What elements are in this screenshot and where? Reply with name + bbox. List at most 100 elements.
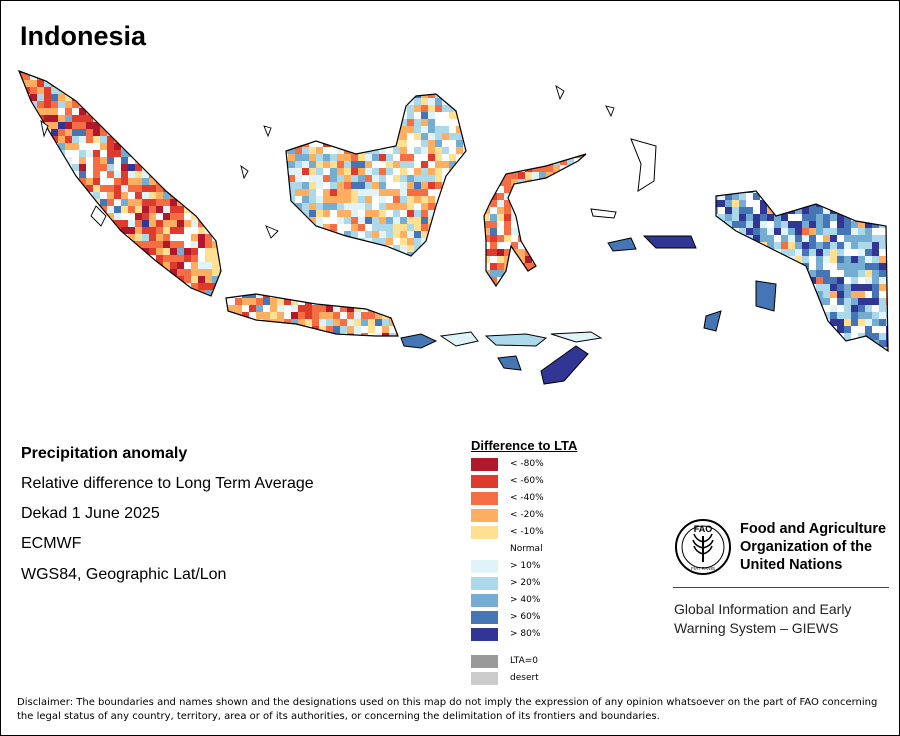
anomaly-cell bbox=[107, 122, 114, 129]
anomaly-cell bbox=[484, 228, 490, 235]
anomaly-cell bbox=[851, 277, 858, 284]
anomaly-cell bbox=[316, 210, 323, 217]
anomaly-cell bbox=[588, 186, 595, 193]
anomaly-cell bbox=[716, 291, 718, 298]
anomaly-cell bbox=[344, 175, 351, 182]
anomaly-cell bbox=[574, 221, 581, 228]
anomaly-cell bbox=[879, 277, 886, 284]
anomaly-cell bbox=[121, 192, 128, 199]
anomaly-cell bbox=[326, 326, 333, 333]
anomaly-cell bbox=[121, 164, 128, 171]
anomaly-cell bbox=[351, 154, 358, 161]
anomaly-cell bbox=[86, 262, 93, 269]
anomaly-cell bbox=[823, 298, 830, 305]
anomaly-cell bbox=[288, 105, 295, 112]
anomaly-cell bbox=[219, 150, 221, 157]
anomaly-cell bbox=[435, 175, 442, 182]
anomaly-cell bbox=[121, 115, 128, 122]
anomaly-cell bbox=[421, 147, 428, 154]
anomaly-cell bbox=[767, 193, 774, 200]
anomaly-cell bbox=[198, 297, 205, 304]
anomaly-cell bbox=[865, 298, 872, 305]
anomaly-cell bbox=[337, 126, 344, 133]
anomaly-cell bbox=[86, 234, 93, 241]
anomaly-cell bbox=[851, 298, 858, 305]
anomaly-cell bbox=[235, 319, 242, 326]
anomaly-cell bbox=[567, 214, 574, 221]
fao-logo-icon: FAO FIAT PANIS bbox=[675, 519, 731, 575]
anomaly-cell bbox=[802, 326, 809, 333]
anomaly-cell bbox=[330, 252, 337, 256]
anomaly-cell bbox=[588, 228, 595, 235]
anomaly-cell bbox=[142, 115, 149, 122]
anomaly-cell bbox=[86, 71, 93, 73]
anomaly-cell bbox=[351, 245, 358, 252]
anomaly-cell bbox=[184, 227, 191, 234]
anomaly-cell bbox=[382, 294, 389, 298]
anomaly-cell bbox=[379, 112, 386, 119]
anomaly-cell bbox=[725, 312, 732, 319]
anomaly-cell bbox=[65, 185, 72, 192]
anomaly-cell bbox=[567, 221, 574, 228]
anomaly-cell bbox=[365, 119, 372, 126]
anomaly-cell bbox=[407, 94, 414, 98]
anomaly-cell bbox=[809, 312, 816, 319]
anomaly-cell bbox=[19, 213, 23, 220]
anomaly-cell bbox=[396, 294, 398, 298]
anomaly-cell bbox=[205, 255, 212, 262]
anomaly-cell bbox=[449, 182, 456, 189]
anomaly-cell bbox=[449, 126, 456, 133]
anomaly-cell bbox=[435, 238, 442, 245]
anomaly-cell bbox=[539, 207, 546, 214]
anomaly-cell bbox=[309, 210, 316, 217]
anomaly-cell bbox=[781, 340, 788, 347]
anomaly-cell bbox=[107, 164, 114, 171]
anomaly-cell bbox=[37, 227, 44, 234]
anomaly-cell bbox=[30, 262, 37, 269]
anomaly-cell bbox=[191, 213, 198, 220]
anomaly-cell bbox=[560, 277, 567, 284]
anomaly-cell bbox=[305, 294, 312, 298]
anomaly-cell bbox=[802, 207, 809, 214]
anomaly-cell bbox=[760, 214, 767, 221]
anomaly-cell bbox=[198, 199, 205, 206]
anomaly-cell bbox=[872, 277, 879, 284]
anomaly-cell bbox=[588, 172, 595, 179]
anomaly-cell bbox=[319, 340, 326, 347]
anomaly-cell bbox=[795, 305, 802, 312]
anomaly-cell bbox=[149, 157, 156, 164]
anomaly-cell bbox=[142, 157, 149, 164]
anomaly-cell bbox=[142, 87, 149, 94]
anomaly-cell bbox=[198, 71, 205, 73]
anomaly-cell bbox=[414, 168, 421, 175]
anomaly-cell bbox=[263, 305, 270, 312]
anomaly-cell bbox=[79, 178, 86, 185]
anomaly-cell bbox=[135, 73, 142, 80]
anomaly-cell bbox=[823, 333, 830, 340]
anomaly-cell bbox=[539, 193, 546, 200]
legend-swatch bbox=[471, 611, 498, 624]
anomaly-cell bbox=[205, 276, 212, 283]
anomaly-cell bbox=[23, 297, 30, 304]
anomaly-cell bbox=[718, 228, 725, 235]
anomaly-cell bbox=[858, 235, 865, 242]
anomaly-cell bbox=[504, 221, 511, 228]
anomaly-cell bbox=[781, 319, 788, 326]
anomaly-cell bbox=[219, 185, 221, 192]
legend-label: Normal bbox=[510, 544, 543, 554]
anomaly-cell bbox=[449, 161, 456, 168]
anomaly-cell bbox=[316, 182, 323, 189]
anomaly-cell bbox=[456, 94, 463, 98]
anomaly-cell bbox=[581, 207, 586, 214]
legend-swatch bbox=[471, 628, 498, 641]
anomaly-cell bbox=[219, 220, 221, 227]
anomaly-cell bbox=[463, 126, 466, 133]
anomaly-cell bbox=[149, 297, 156, 304]
anomaly-cell bbox=[330, 238, 337, 245]
anomaly-cell bbox=[86, 241, 93, 248]
anomaly-cell bbox=[107, 192, 114, 199]
anomaly-cell bbox=[518, 270, 525, 277]
legend-label: < -40% bbox=[510, 493, 544, 503]
anomaly-cell bbox=[725, 354, 732, 361]
anomaly-cell bbox=[316, 126, 323, 133]
